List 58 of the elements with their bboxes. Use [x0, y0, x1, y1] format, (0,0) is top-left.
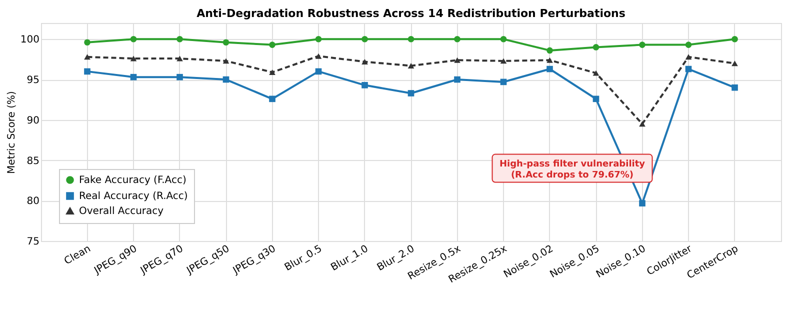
- legend-label: Real Accuracy (R.Acc): [79, 191, 188, 202]
- point: [639, 200, 646, 206]
- point: [84, 54, 90, 60]
- point: [269, 96, 276, 102]
- chart-title: Anti-Degradation Robustness Across 14 Redistribution Perturbations: [196, 7, 626, 20]
- point: [222, 76, 230, 83]
- point: [454, 57, 460, 63]
- point: [500, 36, 507, 42]
- point: [546, 47, 553, 54]
- point: [454, 76, 460, 83]
- y-axis-title: Metric Score (%): [6, 91, 18, 174]
- point: [362, 59, 368, 64]
- annotation: High-pass filter vulnerability (R.Acc drops to 79.67%): [499, 159, 646, 180]
- point: [592, 44, 600, 50]
- point: [84, 68, 90, 75]
- point: [130, 74, 137, 80]
- point: [685, 54, 692, 60]
- point: [362, 36, 368, 42]
- point: [408, 90, 414, 96]
- point: [732, 84, 738, 91]
- point: [222, 58, 230, 64]
- point: [176, 36, 183, 42]
- point: [130, 56, 137, 62]
- point: [546, 66, 553, 72]
- point: [732, 36, 738, 42]
- y-tick-label: 100: [20, 34, 40, 46]
- point: [315, 53, 322, 59]
- point: [408, 36, 414, 42]
- point: [315, 36, 322, 42]
- point: [130, 36, 137, 42]
- legend-label: Overall Accuracy: [79, 206, 164, 217]
- point: [639, 42, 646, 48]
- point: [454, 36, 460, 42]
- point: [685, 42, 692, 48]
- point: [176, 56, 183, 62]
- point: [408, 63, 414, 69]
- point: [592, 70, 600, 76]
- point: [639, 121, 646, 127]
- y-tick-label: 90: [26, 115, 40, 126]
- point: [546, 57, 553, 63]
- point: [269, 42, 276, 48]
- y-tick-label: 95: [26, 75, 40, 86]
- x-tick-label: Clean: [62, 244, 93, 268]
- point: [500, 78, 507, 86]
- point: [685, 66, 692, 72]
- y-tick-label: 85: [26, 156, 40, 167]
- point: [732, 60, 738, 66]
- y-tick-label: 80: [26, 196, 40, 208]
- point: [222, 39, 230, 46]
- point: [176, 74, 183, 80]
- point: [84, 39, 90, 46]
- point: [362, 82, 368, 88]
- point: [269, 70, 276, 75]
- legend-label: Fake Accuracy (F.Acc): [79, 175, 186, 186]
- point: [592, 96, 600, 102]
- point: [315, 68, 322, 75]
- point: [500, 58, 507, 64]
- y-tick-label: 75: [26, 236, 40, 248]
